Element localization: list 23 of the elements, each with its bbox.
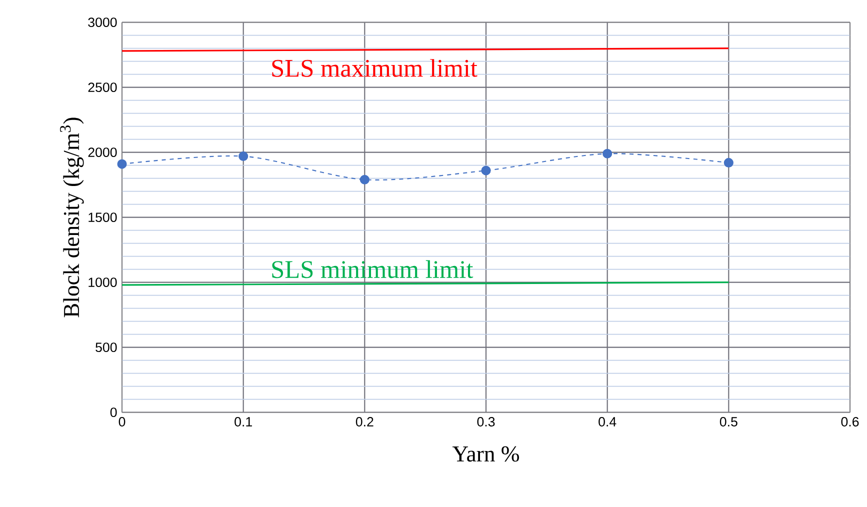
x-tick-label: 0.6 (841, 417, 859, 426)
series-label: SLS minimum limit (272, 260, 474, 278)
x-tick-label: 0 (118, 417, 126, 426)
point (238, 151, 248, 162)
point (481, 166, 491, 176)
y-axis-title: Block density (kg/m$^{3}$) (60, 118, 84, 318)
x-axis-title: Yarn % (452, 446, 520, 462)
y-tick-label: 2500 (88, 82, 117, 92)
y-tick-label: 1000 (88, 278, 117, 288)
point (360, 174, 370, 184)
y-tick-label: 2000 (88, 148, 117, 158)
x-tick-label: 0.5 (720, 417, 738, 426)
x-tick-label: 0.4 (598, 417, 616, 426)
x-tick-label: 0.1 (234, 417, 252, 426)
point (117, 159, 127, 169)
x-tick-label: 0.3 (477, 417, 495, 426)
y-tick-label: 1500 (88, 212, 117, 222)
point (724, 158, 734, 168)
x-tick-label: 0.2 (356, 417, 374, 426)
y-tick-label: 3000 (88, 18, 117, 28)
point (602, 148, 612, 158)
y-tick-label: 0 (110, 408, 117, 418)
y-tick-label: 500 (96, 342, 117, 352)
